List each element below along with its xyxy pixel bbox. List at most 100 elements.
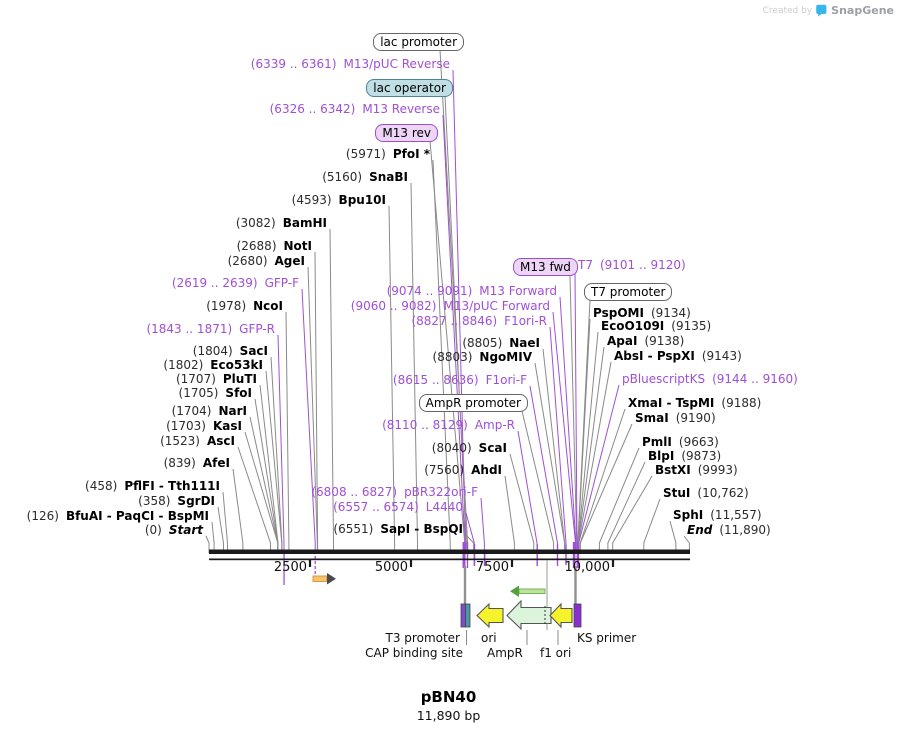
t3-promoter-block[interactable] [460,603,466,628]
connector-stui [643,498,661,553]
annotation-lac-promoter[interactable]: lac promoter [373,33,464,51]
annotation-ngomiv[interactable]: (8803) NgoMIV [433,350,532,364]
annotation-noti[interactable]: (2688) NotI [237,239,312,253]
annotation-xmai[interactable]: XmaI - TspMI (9188) [628,396,761,410]
annotation-name: Eco53kI [210,358,263,372]
annotation-l4440[interactable]: (6557 .. 6574) L4440 [333,500,463,514]
annotation-pmli[interactable]: PmlI (9663) [642,435,719,449]
annotation-eco53ki[interactable]: (1802) Eco53kI [163,358,263,372]
annotation-blpi[interactable]: BlpI (9873) [648,449,721,463]
ks-primer-block[interactable] [573,603,582,628]
annotation-m13-fwd[interactable]: M13 fwd [513,258,578,276]
annotation-gfp-f[interactable]: (2619 .. 2639) GFP-F [172,276,299,290]
annotation-name: M13/pUC Forward [443,299,550,313]
connector-pmli [598,447,640,553]
annotation-end[interactable]: End (11,890) [687,523,771,537]
annotation-name: AhdI [471,463,502,477]
annotation-position: (4593) [291,193,332,207]
annotation-position: (6551) [333,522,374,536]
annotation-position: (9135) [671,319,712,333]
annotation-name: pBR322ori-F [404,485,478,499]
ori-arrow[interactable] [476,602,504,629]
ampr-arrow[interactable] [506,599,552,631]
annotation-lac-operator[interactable]: lac operator [366,79,453,97]
annotation-m13-puc-forward[interactable]: (9060 .. 9082) M13/pUC Forward [351,299,550,313]
annotation-start[interactable]: (0) Start [145,523,203,537]
annotation-gfp-r[interactable]: (1843 .. 1871) GFP-R [146,322,275,336]
annotation-pbluescriptks[interactable]: pBluescriptKS (9144 .. 9160) [622,372,798,386]
annotation-pspomi[interactable]: PspOMI (9134) [593,306,691,320]
annotation-sphi[interactable]: SphI (11,557) [673,508,762,522]
label-f1-ori: f1 ori [540,646,572,660]
annotation-name: ApaI [607,334,638,348]
annotation-position: (9188) [721,396,762,410]
annotation-nari[interactable]: (1704) NarI [172,404,247,418]
annotation-box-label: T7 promoter [591,285,666,299]
annotation-bpu10i[interactable]: (4593) Bpu10I [292,193,386,207]
annotation-name: NgoMIV [479,350,532,364]
connector-afei [232,468,244,553]
annotation-pbr322ori-f[interactable]: (6808 .. 6827) pBR322ori-F [311,485,478,499]
annotation-m13-puc-reverse[interactable]: (6339 .. 6361) M13/pUC Reverse [251,57,450,71]
cap-binding-site-block[interactable] [465,603,471,628]
annotation-sgrdi[interactable]: (358) SgrDI [138,494,215,508]
annotation-name: pBluescriptKS [622,372,706,386]
gfp-orf-arrow[interactable] [312,573,336,585]
annotation-kasi[interactable]: (1703) KasI [166,419,242,433]
annotation-apai[interactable]: ApaI (9138) [607,334,684,348]
annotation-absi[interactable]: AbsI - PspXI (9143) [614,349,742,363]
annotation-pluti[interactable]: (1707) PluTI [176,372,257,386]
annotation-snabi[interactable]: (5160) SnaBI [322,170,408,184]
annotation-name: F1ori-R [504,314,547,328]
annotation-bamhi[interactable]: (3082) BamHI [236,216,327,230]
annotation-m13-rev[interactable]: M13 rev [375,124,438,142]
annotation-position: (126) [26,509,59,523]
annotation-m13-reverse[interactable]: (6326 .. 6342) M13 Reverse [270,102,440,116]
annotation-stui[interactable]: StuI (10,762) [663,486,749,500]
annotation-position: (9143) [701,349,742,363]
annotation-name: Amp-R [474,418,515,432]
annotation-agei[interactable]: (2680) AgeI [228,254,305,268]
f1-ori-arrow[interactable] [549,602,573,629]
annotation-name: M13 Reverse [362,102,440,116]
annotation-bstxi[interactable]: BstXI (9993) [655,463,738,477]
annotation-m13-forward[interactable]: (9074 .. 9091) M13 Forward [387,284,557,298]
annotation-ampr-promoter[interactable]: AmpR promoter [418,394,528,412]
annotation-ncoi[interactable]: (1978) NcoI [206,299,283,313]
annotation-box-label: AmpR promoter [425,396,521,410]
annotation-asci[interactable]: (1523) AscI [160,434,235,448]
annotation-name: BlpI [648,449,675,463]
annotation-afei[interactable]: (839) AfeI [164,456,230,470]
annotation-position: (9190) [675,411,716,425]
annotation-ecoo109i[interactable]: EcoO109I (9135) [601,319,711,333]
annotation-position: (9060 .. 9082) [350,299,437,313]
connector-bfuai [211,521,215,553]
annotation-smai[interactable]: SmaI (9190) [635,411,716,425]
annotation-bfuai[interactable]: (126) BfuAI - PaqCI - BspMI [27,509,209,523]
ampr-direction-arrow[interactable] [510,585,546,598]
annotation-position: (5971) [345,147,386,161]
annotation-naei[interactable]: (8805) NaeI [462,336,540,350]
annotation-position: (11,890) [719,523,771,537]
annotation-amp-r[interactable]: (8110 .. 8129) Amp-R [382,418,515,432]
annotation-f1ori-r[interactable]: (8827 .. 8846) F1ori-R [411,314,547,328]
annotation-sfoi[interactable]: (1705) SfoI [179,386,252,400]
annotation-sapi[interactable]: (6551) SapI - BspQI [333,522,463,536]
annotation-position: (1704) [171,404,212,418]
annotation-saci[interactable]: (1804) SacI [193,344,268,358]
annotation-scai[interactable]: (8040) ScaI [432,441,507,455]
annotation-name: M13 Forward [479,284,557,298]
annotation-t7[interactable]: T7 (9101 .. 9120) [578,258,686,272]
annotation-t7-promoter[interactable]: T7 promoter [584,283,673,301]
annotation-pfoi[interactable]: (5971) PfoI * [346,147,430,161]
annotation-position: (2688) [236,239,277,253]
annotation-name: ScaI [478,441,507,455]
annotation-f1ori-f[interactable]: (8615 .. 8636) F1ori-F [393,373,527,387]
annotation-ahdi[interactable]: (7560) AhdI [424,463,502,477]
annotation-name: XmaI - TspMI [628,396,715,410]
annotation-name: NotI [283,239,313,253]
annotation-name: NarI [218,404,247,418]
annotation-pflfi[interactable]: (458) PflFI - Tth111I [85,479,220,493]
annotation-position: (9138) [644,334,685,348]
annotation-name: NaeI [509,336,540,350]
